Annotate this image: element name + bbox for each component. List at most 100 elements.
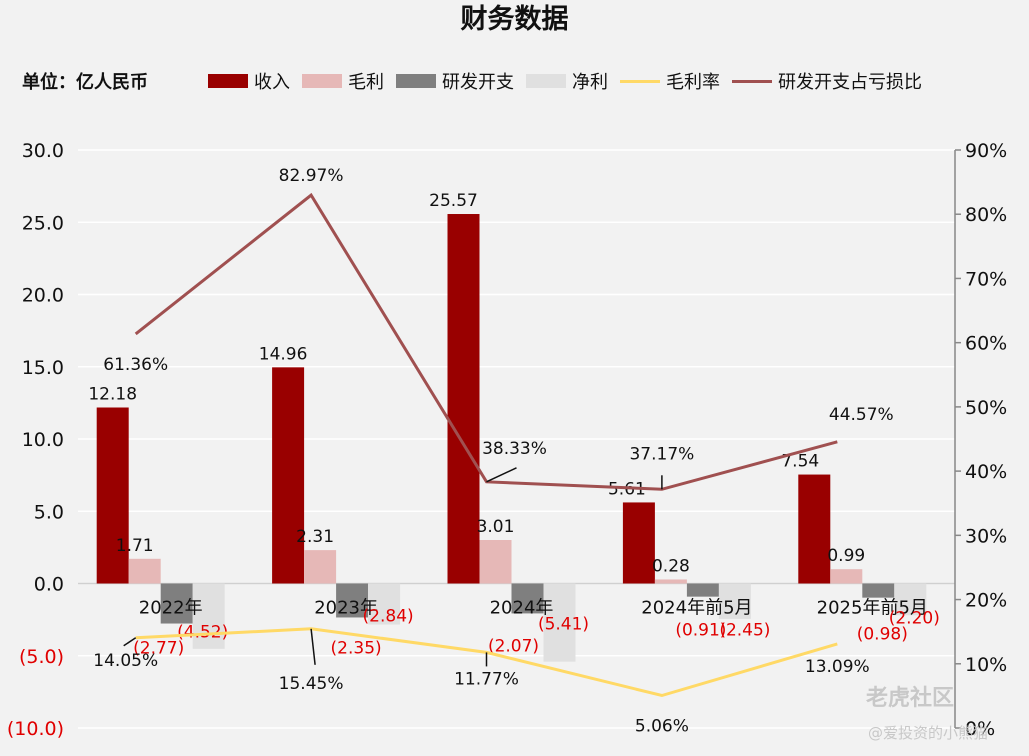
bar-value-label: 0.28 [652, 556, 690, 576]
chart-title: 财务数据 [460, 4, 569, 35]
line-value-label: 44.57% [829, 405, 894, 425]
category-label: 2024年 [490, 598, 554, 619]
bar-收入 [447, 214, 480, 584]
bar-value-label: (0.98) [857, 625, 908, 645]
bar-value-label: 25.57 [429, 191, 478, 211]
legend-item-2: 研发开支 [396, 68, 514, 94]
bar-value-label: 7.54 [781, 452, 819, 472]
bar-value-label: (2.45) [719, 621, 770, 641]
bar-毛利 [479, 540, 512, 584]
watermark-user: @爱投资的小熊猫 [868, 724, 989, 742]
right-tick-label: 60% [965, 333, 1007, 355]
legend-label: 毛利率 [666, 72, 720, 93]
bar-value-label: (5.41) [538, 615, 589, 635]
bar-value-label: (2.07) [488, 637, 539, 657]
bar-value-label: 14.96 [259, 344, 308, 364]
bar-value-label: 3.01 [477, 517, 515, 537]
bar-研发开支 [160, 583, 193, 624]
bar-净利 [718, 583, 751, 619]
left-tick-label: 15.0 [22, 357, 64, 379]
bar-毛利 [830, 569, 863, 584]
line-value-label: 38.33% [482, 439, 547, 459]
bar-value-label: (4.52) [177, 623, 228, 643]
right-tick-label: 40% [965, 461, 1007, 483]
bar-研发开支 [511, 583, 544, 614]
bar-value-label: 2.31 [296, 527, 334, 547]
left-tick-label: 30.0 [22, 140, 64, 162]
bar-收入 [272, 367, 305, 584]
right-tick-label: 30% [965, 525, 1007, 547]
left-tick-label: 0.0 [34, 574, 64, 596]
bar-研发开支 [336, 583, 369, 618]
legend-swatch [208, 74, 248, 88]
right-tick-label: 20% [965, 590, 1007, 612]
bar-毛利 [654, 579, 687, 584]
legend-swatch [620, 79, 660, 83]
line-value-label: 15.45% [279, 674, 344, 694]
right-tick-label: 50% [965, 397, 1007, 419]
bar-净利 [368, 583, 401, 625]
leader-line [123, 637, 137, 647]
bar-毛利 [128, 558, 161, 584]
bar-value-label: (2.84) [363, 607, 414, 627]
bar-净利 [543, 583, 576, 662]
line-value-label: 11.77% [454, 669, 519, 689]
line-value-label: 37.17% [629, 444, 694, 464]
right-tick-label: 80% [965, 204, 1007, 226]
bar-value-label: 0.99 [827, 546, 865, 566]
category-label: 2022年 [139, 598, 203, 619]
bar-value-label: (2.20) [889, 609, 940, 629]
category-label: 2023年 [314, 598, 378, 619]
bar-净利 [192, 583, 225, 649]
bar-毛利 [304, 550, 337, 584]
bar-value-label: (2.77) [133, 639, 184, 659]
bar-研发开支 [686, 583, 719, 597]
legend-item-3: 净利 [526, 68, 608, 94]
left-tick-label: (5.0) [19, 646, 64, 668]
legend-label: 研发开支占亏损比 [778, 72, 922, 93]
legend-label: 毛利 [348, 72, 384, 93]
legend-item-1: 毛利 [302, 68, 384, 94]
line-value-label: 82.97% [279, 166, 344, 186]
legend-label: 收入 [254, 72, 290, 93]
right-tick-label: 0% [965, 718, 995, 740]
legend-item-4: 毛利率 [620, 68, 720, 94]
right-tick-label: 70% [965, 268, 1007, 290]
line-value-label: 13.09% [805, 657, 870, 677]
bar-收入 [798, 474, 831, 584]
right-tick-label: 90% [965, 140, 1007, 162]
right-tick-label: 10% [965, 654, 1007, 676]
leader-line [310, 628, 316, 665]
left-tick-label: 20.0 [22, 285, 64, 307]
left-tick-label: 25.0 [22, 212, 64, 234]
leader-line [486, 467, 517, 483]
line-value-label: 14.05% [93, 651, 158, 671]
legend-label: 研发开支 [442, 72, 514, 93]
legend: 收入 毛利 研发开支 净利 毛利率 研发开支占亏损比 [208, 68, 926, 94]
legend-swatch [526, 74, 566, 88]
legend-swatch [396, 74, 436, 88]
bar-研发开支 [862, 583, 895, 598]
category-label: 2025年前5月 [817, 598, 928, 619]
legend-label: 净利 [572, 72, 608, 93]
legend-item-0: 收入 [208, 68, 290, 94]
bar-value-label: 5.61 [608, 479, 646, 499]
watermark: 老虎社区 [866, 686, 955, 711]
bar-收入 [622, 502, 655, 584]
legend-swatch [302, 74, 342, 88]
legend-item-5: 研发开支占亏损比 [732, 68, 922, 94]
bar-净利 [894, 583, 927, 616]
bar-value-label: 12.18 [88, 384, 137, 404]
bar-value-label: (2.35) [331, 639, 382, 659]
bar-value-label: 1.71 [116, 536, 154, 556]
bar-收入 [96, 407, 129, 584]
category-label: 2024年前5月 [641, 598, 752, 619]
line-value-label: 61.36% [103, 355, 168, 375]
left-tick-label: 10.0 [22, 429, 64, 451]
legend-swatch [732, 79, 772, 83]
line-value-label: 5.06% [635, 717, 689, 737]
left-tick-label: 5.0 [34, 501, 64, 523]
unit-label: 单位：亿人民币 [22, 72, 148, 93]
left-tick-label: (10.0) [7, 718, 64, 740]
